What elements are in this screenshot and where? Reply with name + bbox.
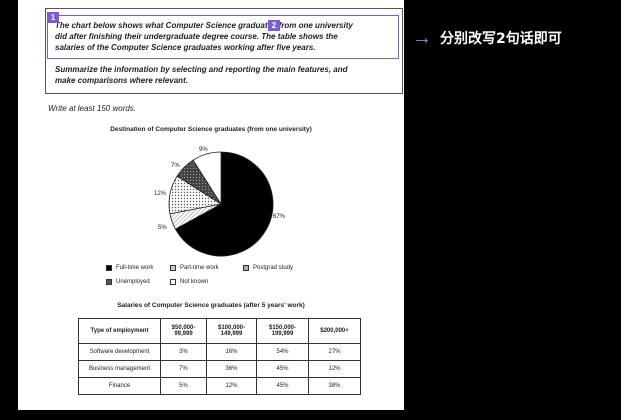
legend-unemployed: Unemployed — [106, 279, 150, 285]
table-cell: 16% — [206, 343, 257, 361]
legend-swatch-unemployed — [106, 279, 112, 285]
pie-label-part-time: 5% — [158, 225, 167, 231]
legend-swatch-full-time — [106, 265, 112, 271]
salary-table-title: Salaries of Computer Science graduates (… — [117, 302, 305, 309]
pie-slice-full-time — [174, 151, 274, 257]
table-cell: 45% — [256, 377, 309, 395]
pie-chart-title: Destination of Computer Science graduate… — [110, 126, 312, 133]
table-row: Business management 7% 36% 45% 12% — [78, 360, 361, 378]
table-cell: Finance — [78, 377, 161, 395]
pie-slice-not-known — [192, 151, 222, 206]
task-instructions-box — [45, 8, 403, 94]
legend-swatch-part-time — [170, 265, 176, 271]
task-line-3: salaries of the Computer Science graduat… — [55, 43, 316, 52]
annotation-badge-2: 2 — [268, 20, 280, 31]
task-line-4: Summarize the information by selecting a… — [55, 65, 348, 74]
legend-swatch-not-known — [170, 279, 176, 285]
table-row: Finance 5% 12% 45% 38% — [78, 377, 361, 395]
table-cell: 7% — [160, 360, 207, 378]
table-cell: Software development — [78, 343, 161, 361]
pie-label-not-known: 9% — [199, 147, 208, 153]
salary-table: Type of employment $50,000- 99,999 $100,… — [78, 318, 361, 395]
salary-table-header-row: Type of employment $50,000- 99,999 $100,… — [78, 318, 361, 344]
legend-not-known: Not known — [170, 279, 208, 285]
table-cell: 12% — [308, 360, 361, 378]
table-cell: Business management — [78, 360, 161, 378]
table-header: $50,000- 99,999 — [160, 318, 207, 344]
pie-chart: 67% 5% 12% 7% 9% — [154, 147, 286, 257]
task-line-5: make comparisons where relevant. — [55, 76, 188, 85]
highlight-annotation-box — [47, 15, 399, 59]
pie-label-full-time: 67% — [273, 214, 286, 220]
arrow-right-icon: → — [412, 27, 432, 49]
legend-full-time: Full-time work — [106, 265, 153, 271]
table-cell: 27% — [308, 343, 361, 361]
table-cell: 5% — [160, 377, 207, 395]
side-instruction: → 分别改写2句话即可 — [412, 28, 562, 48]
table-header: $150,000- 199,999 — [256, 318, 309, 344]
pie-label-unemployed: 7% — [171, 163, 180, 169]
legend-part-time: Part-time work — [170, 265, 219, 271]
table-cell: 36% — [206, 360, 257, 378]
task-line-2: did after finishing their undergraduate … — [55, 32, 338, 41]
legend-label-unemployed: Unemployed — [116, 279, 150, 285]
table-cell: 3% — [160, 343, 207, 361]
legend-postgrad: Postgrad study — [243, 265, 293, 271]
worksheet-page: The chart below shows what Computer Scie… — [18, 0, 404, 410]
legend-label-part-time: Part-time work — [180, 265, 219, 271]
pie-label-postgrad: 12% — [154, 191, 167, 197]
table-cell: 38% — [308, 377, 361, 395]
table-cell: 12% — [206, 377, 257, 395]
table-header: Type of employment — [78, 318, 161, 344]
table-cell: 45% — [256, 360, 309, 378]
side-instruction-text: 分别改写2句话即可 — [440, 31, 562, 47]
annotation-badge-1: 1 — [47, 12, 59, 23]
table-row: Software development 3% 16% 54% 27% — [78, 343, 361, 361]
table-cell: 54% — [256, 343, 309, 361]
legend-label-full-time: Full-time work — [116, 265, 154, 271]
legend-swatch-postgrad — [243, 265, 249, 271]
word-count-instruction: Write at least 150 words. — [48, 104, 137, 113]
legend-label-postgrad: Postgrad study — [253, 265, 294, 271]
legend-label-not-known: Not known — [180, 279, 209, 285]
table-header: $100,000- 149,999 — [206, 318, 257, 344]
table-header: $200,000+ — [308, 318, 361, 344]
task-line-1: The chart below shows what Computer Scie… — [55, 21, 353, 30]
